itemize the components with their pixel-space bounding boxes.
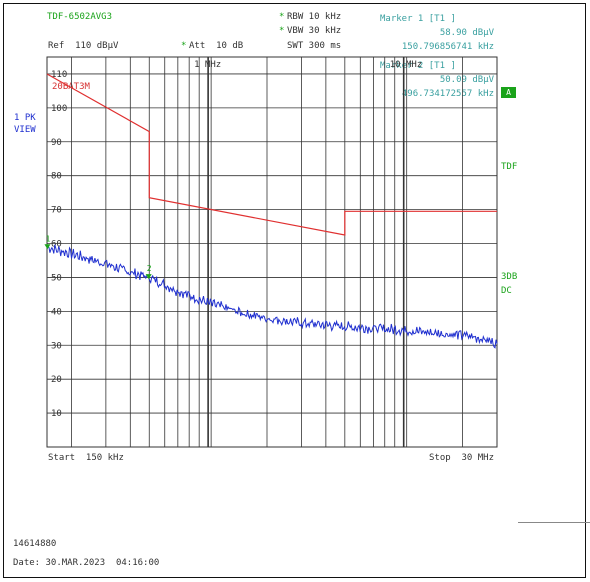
- trace-label: TDF-6502AVG3: [47, 12, 113, 22]
- ref-level: Ref 110 dBµV: [48, 41, 119, 51]
- y-tick-label: 60: [51, 240, 62, 250]
- y-tick-label: 10: [51, 409, 62, 419]
- tdf-label: TDF: [501, 162, 518, 172]
- att-star: *: [181, 41, 187, 51]
- rbw-star: *: [279, 12, 285, 22]
- attenuation: Att 10 dB: [189, 41, 244, 51]
- marker-2: [145, 274, 152, 280]
- vbw-setting: VBW 30 kHz: [287, 26, 342, 36]
- detector-pk: 1 PK: [14, 113, 36, 123]
- screen-frame: [3, 3, 586, 578]
- trace-a-badge: A: [501, 87, 516, 98]
- plot-frame: [46, 56, 498, 448]
- dc-label: DC: [501, 286, 512, 296]
- y-tick-label: 40: [51, 307, 62, 317]
- marker2-title: Marker 2 [T1 ]: [380, 61, 456, 71]
- marker-1-label: 1: [45, 234, 50, 243]
- trace-view: VIEW: [14, 125, 36, 135]
- measurement-trace: [46, 244, 498, 349]
- marker2-level: 50.09 dBµV: [439, 75, 494, 85]
- y-tick-label: 90: [51, 138, 62, 148]
- 3db-label: 3DB: [501, 272, 518, 282]
- vbw-star: *: [279, 26, 285, 36]
- marker2-freq: 496.734172557 kHz: [401, 89, 494, 99]
- timestamp: Date: 30.MAR.2023 04:16:00: [13, 558, 160, 568]
- y-tick-label: 50: [51, 273, 62, 283]
- marker-2-label: 2: [147, 264, 152, 273]
- y-tick-label: 80: [51, 172, 62, 182]
- rbw-setting: RBW 10 kHz: [287, 12, 342, 22]
- y-tick-label: 30: [51, 341, 62, 351]
- limit-line: [46, 73, 497, 236]
- report-id: 14614880: [13, 539, 57, 549]
- marker-1: [44, 244, 51, 250]
- sweep-time: SWT 300 ms: [287, 41, 342, 51]
- y-tick-label: 100: [51, 104, 67, 114]
- y-tick-label: 70: [51, 206, 62, 216]
- marker1-level: 58.90 dBµV: [439, 28, 494, 38]
- x-tick-label: 10 MHz: [390, 60, 423, 70]
- y-tick-label: 20: [51, 375, 62, 385]
- divider-line: [518, 522, 590, 523]
- y-tick-label: 110: [51, 70, 67, 80]
- marker1-title: Marker 1 [T1 ]: [380, 14, 456, 24]
- marker1-freq: 150.796856741 kHz: [401, 42, 494, 52]
- stop-frequency: Stop 30 MHz: [429, 453, 495, 463]
- x-tick-label: 1 MHz: [194, 60, 221, 70]
- start-frequency: Start 150 kHz: [48, 453, 124, 463]
